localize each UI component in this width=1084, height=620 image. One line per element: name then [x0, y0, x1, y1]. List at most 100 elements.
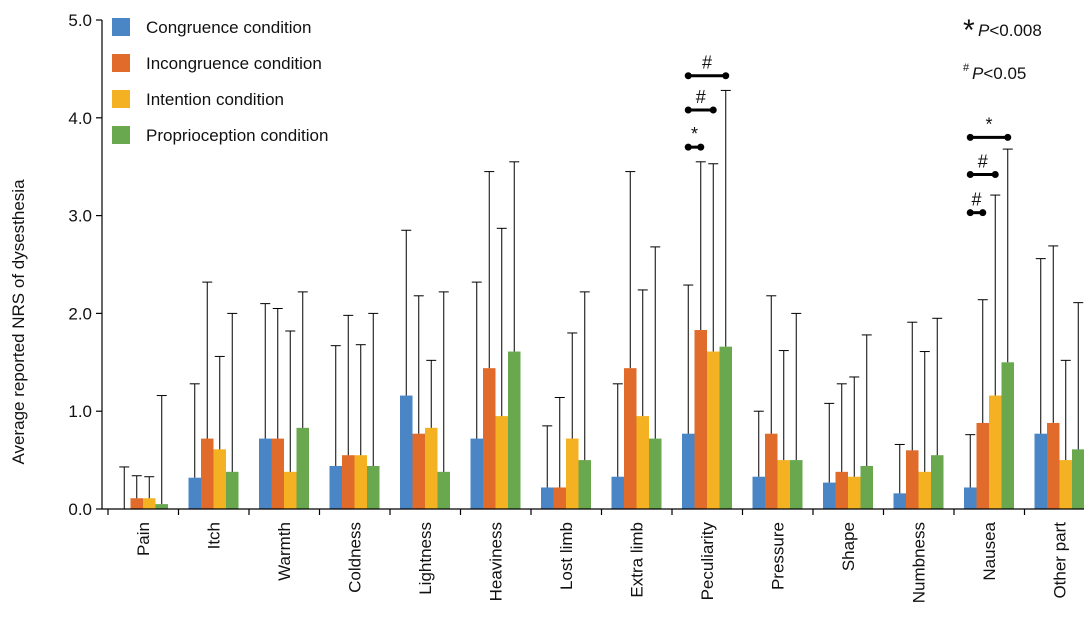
- bracket-end: [697, 143, 705, 151]
- bar: [400, 395, 413, 509]
- significance-symbol: #: [978, 152, 988, 172]
- x-tick-label: Other part: [1051, 522, 1070, 599]
- significance-symbol: #: [696, 87, 706, 107]
- legend: Congruence condition Incongruence conditi…: [112, 18, 328, 145]
- bar: [553, 487, 566, 509]
- bar: [790, 460, 803, 509]
- bar: [694, 330, 707, 509]
- bar: [271, 438, 284, 509]
- x-tick-label: Numbness: [910, 522, 929, 603]
- bar: [777, 460, 790, 509]
- bar: [682, 433, 695, 509]
- significance-notes: * P<0.008 # P<0.05: [963, 14, 1042, 83]
- bar: [906, 450, 919, 509]
- bracket-end: [722, 72, 730, 80]
- bar: [213, 449, 226, 509]
- bar: [578, 460, 591, 509]
- bar: [226, 471, 239, 509]
- bracket-end: [979, 209, 987, 217]
- bar: [823, 482, 836, 509]
- bar: [835, 471, 848, 509]
- legend-label: Incongruence condition: [146, 54, 322, 73]
- bar: [1034, 433, 1047, 509]
- significance-symbol: *: [985, 114, 992, 134]
- bracket-end: [966, 171, 974, 179]
- y-tick-label: 5.0: [68, 11, 92, 30]
- x-tick-label: Lightness: [416, 522, 435, 595]
- bar: [1072, 449, 1084, 509]
- bar: [719, 346, 732, 509]
- bar: [508, 351, 521, 509]
- x-tick-label: Shape: [839, 522, 858, 571]
- bracket-end: [684, 106, 692, 114]
- significance-symbol: #: [702, 53, 712, 73]
- bar: [201, 438, 214, 509]
- bars-layer: [130, 330, 1084, 509]
- bar: [437, 471, 450, 509]
- bar: [155, 504, 168, 509]
- bar: [342, 455, 355, 509]
- x-tick-label: Peculiarity: [698, 522, 717, 601]
- bar: [931, 455, 944, 509]
- bar: [483, 368, 496, 509]
- bracket-end: [709, 106, 717, 114]
- x-tick-label: Nausea: [980, 521, 999, 580]
- bar: [976, 422, 989, 509]
- x-tick-label: Extra limb: [628, 522, 647, 598]
- x-tick-label: Itch: [205, 522, 224, 549]
- y-tick-label: 4.0: [68, 109, 92, 128]
- bracket-end: [684, 143, 692, 151]
- y-tick-label: 2.0: [68, 304, 92, 323]
- legend-swatch: [112, 54, 130, 72]
- hash-symbol: #: [963, 62, 970, 74]
- x-tick-labels: Pain Itch Warmth Coldness Lightness Heaviness…: [107, 509, 1070, 603]
- legend-label: Proprioception condition: [146, 126, 328, 145]
- star-note: P<0.008: [978, 21, 1042, 40]
- bar: [624, 368, 637, 509]
- bar: [541, 487, 554, 509]
- axes-layer: [101, 20, 1084, 510]
- significance-symbol: *: [691, 124, 698, 144]
- legend-swatch: [112, 126, 130, 144]
- bracket-end: [684, 72, 692, 80]
- x-tick-label: Lost limb: [557, 522, 576, 590]
- error-bars-layer: [119, 89, 1084, 509]
- bar: [329, 465, 342, 509]
- bar: [989, 395, 1002, 509]
- star-symbol: *: [963, 14, 975, 47]
- y-tick-labels: 0.0 1.0 2.0 3.0 4.0 5.0: [68, 11, 102, 519]
- significance-symbol: #: [971, 190, 981, 210]
- bar: [143, 498, 156, 509]
- bar: [611, 476, 624, 509]
- bar: [1001, 362, 1014, 509]
- bar: [188, 477, 201, 509]
- bar: [918, 471, 931, 509]
- bar: [296, 427, 309, 509]
- y-tick-label: 1.0: [68, 402, 92, 421]
- bar: [495, 416, 508, 509]
- bar: [707, 351, 720, 509]
- x-tick-label: Heaviness: [487, 522, 506, 601]
- bar: [893, 493, 906, 509]
- x-tick-label: Pressure: [769, 522, 788, 590]
- bar: [636, 416, 649, 509]
- bar: [1059, 460, 1072, 509]
- bar: [259, 438, 272, 509]
- bar: [1047, 422, 1060, 509]
- x-tick-label: Pain: [134, 522, 153, 556]
- bar: [130, 498, 143, 509]
- bracket-end: [991, 171, 999, 179]
- significance-brackets: * # # # # *: [684, 53, 1012, 217]
- y-axis-title: Average reported NRS of dysesthesia: [9, 179, 28, 465]
- y-tick-label: 3.0: [68, 207, 92, 226]
- legend-label: Intention condition: [146, 90, 284, 109]
- bar: [752, 476, 765, 509]
- y-tick-label: 0.0: [68, 500, 92, 519]
- legend-label: Congruence condition: [146, 18, 311, 37]
- x-tick-label: Warmth: [275, 522, 294, 581]
- bar: [848, 476, 861, 509]
- bar: [284, 471, 297, 509]
- bar: [649, 438, 662, 509]
- bar: [425, 427, 438, 509]
